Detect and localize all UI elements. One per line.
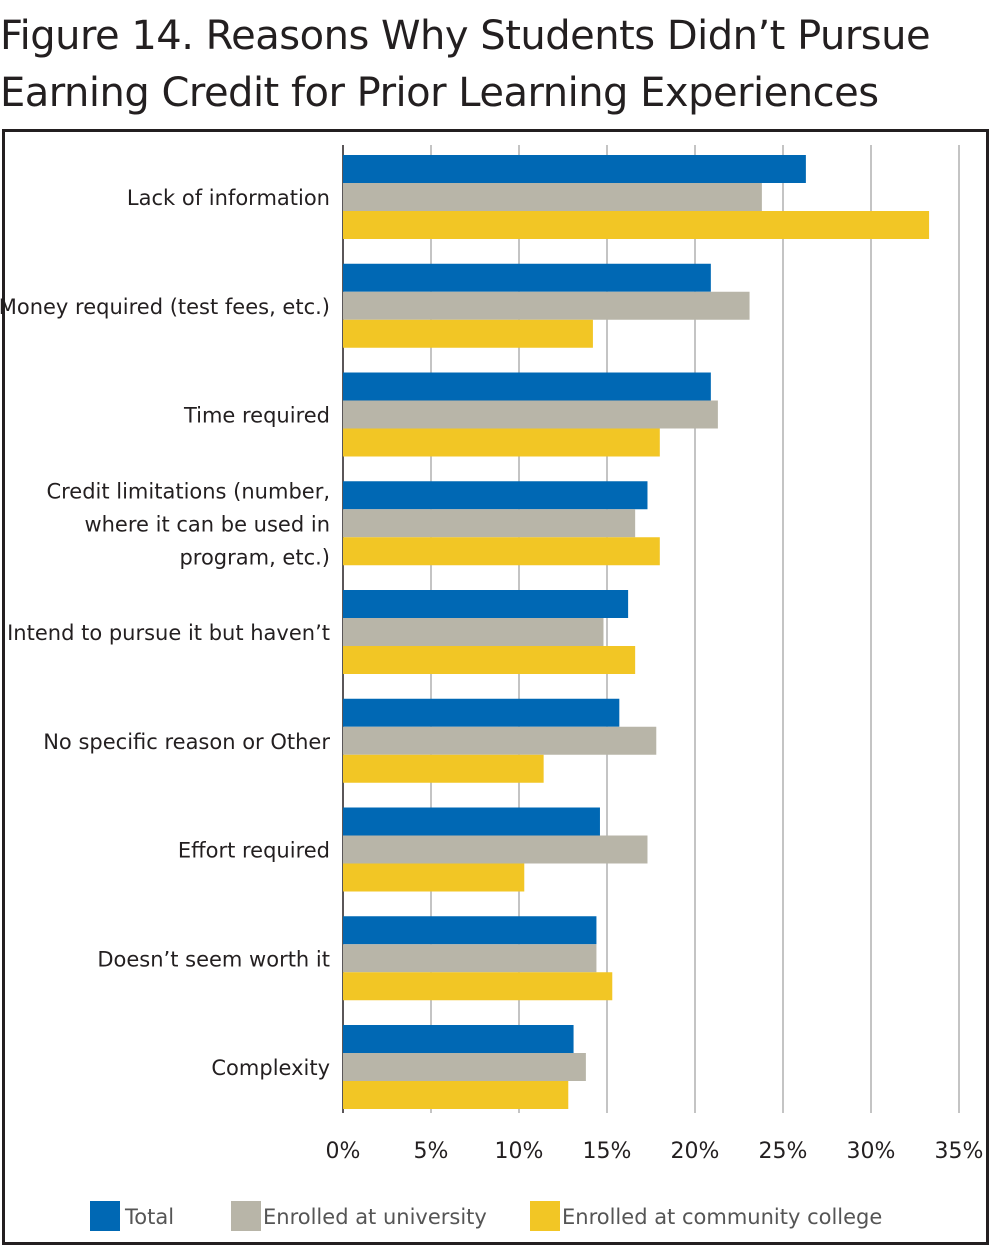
bar-enrolled-at-university-doesn-t-seem-worth-it [343, 944, 597, 973]
bar-total-lack-of-information [343, 155, 806, 183]
bars [343, 155, 930, 1109]
x-axis-tick-labels: 0% 5% 10% 15% 20% 25% 30% 35% [326, 1139, 984, 1164]
category-label: No specific reason or Other [43, 730, 330, 754]
bar-enrolled-at-university-lack-of-information [343, 183, 762, 211]
category-label: Credit limitations (number, [46, 479, 330, 503]
bar-total-credit-limitations-number-where-it-can-be-used-in-program-etc [343, 481, 648, 510]
bar-enrolled-at-community-college-complexity [343, 1081, 569, 1109]
x-tick-label: 0% [326, 1139, 361, 1164]
bar-total-time-required [343, 372, 711, 401]
legend: Total Enrolled at university Enrolled at c… [90, 1201, 882, 1231]
x-tick-label: 10% [495, 1139, 544, 1164]
bar-enrolled-at-community-college-intend-to-pursue-it-but-haven-t [343, 646, 636, 674]
figure-title-line-1: Figure 14. Reasons Why Students Didn’t P… [0, 13, 931, 59]
bar-enrolled-at-university-effort-required [343, 835, 648, 864]
category-label: Doesn’t seem worth it [97, 947, 330, 971]
bar-total-doesn-t-seem-worth-it [343, 916, 597, 945]
chart-frame [2, 129, 989, 1245]
bar-enrolled-at-community-college-doesn-t-seem-worth-it [343, 972, 613, 1001]
bar-enrolled-at-university-complexity [343, 1053, 586, 1081]
legend-label-total: Total [124, 1205, 174, 1229]
bar-enrolled-at-university-money-required-test-fees-etc [343, 291, 750, 320]
bar-enrolled-at-university-intend-to-pursue-it-but-haven-t [343, 618, 604, 646]
category-label: Lack of information [127, 186, 330, 210]
bar-enrolled-at-community-college-no-specific-reason-or-other [343, 754, 544, 783]
x-tick-label: 35% [935, 1139, 984, 1164]
bar-enrolled-at-university-time-required [343, 400, 718, 429]
bar-total-effort-required [343, 807, 600, 836]
category-label: Time required [183, 404, 330, 428]
legend-swatch-enrolled-at-community-college [530, 1201, 560, 1231]
bar-enrolled-at-community-college-credit-limitations-number-where-it-can-be-used-in-program-etc [343, 537, 660, 566]
bar-enrolled-at-community-college-lack-of-information [343, 211, 930, 239]
category-label: Complexity [211, 1056, 330, 1080]
bar-total-intend-to-pursue-it-but-haven-t [343, 590, 629, 618]
bar-total-no-specific-reason-or-other [343, 698, 620, 727]
bar-enrolled-at-university-credit-limitations-number-where-it-can-be-used-in-program-etc [343, 509, 636, 538]
bar-enrolled-at-university-no-specific-reason-or-other [343, 726, 657, 755]
category-label: where it can be used in [84, 512, 330, 536]
category-label: program, etc.) [179, 545, 330, 569]
category-labels: Lack of information Money required (test … [0, 186, 330, 1080]
bar-enrolled-at-community-college-time-required [343, 428, 660, 457]
x-tick-label: 20% [671, 1139, 720, 1164]
bar-enrolled-at-community-college-money-required-test-fees-etc [343, 319, 593, 348]
category-label: Effort required [178, 839, 330, 863]
figure-title-line-2: Earning Credit for Prior Learning Experi… [0, 70, 879, 116]
figure-title: Figure 14. Reasons Why Students Didn’t P… [0, 8, 990, 122]
category-label: Intend to pursue it but haven’t [7, 621, 330, 645]
bar-total-money-required-test-fees-etc [343, 263, 711, 292]
x-tick-label: 15% [583, 1139, 632, 1164]
legend-swatch-total [90, 1201, 120, 1231]
x-tick-label: 30% [847, 1139, 896, 1164]
x-tick-label: 25% [759, 1139, 808, 1164]
x-tick-label: 5% [414, 1139, 449, 1164]
legend-label-enrolled-at-university: Enrolled at university [263, 1205, 487, 1229]
bar-total-complexity [343, 1025, 574, 1053]
legend-swatch-enrolled-at-university [231, 1201, 261, 1231]
category-label: Money required (test fees, etc.) [0, 295, 330, 319]
legend-label-enrolled-at-community-college: Enrolled at community college [562, 1205, 882, 1229]
bar-enrolled-at-community-college-effort-required [343, 863, 525, 892]
